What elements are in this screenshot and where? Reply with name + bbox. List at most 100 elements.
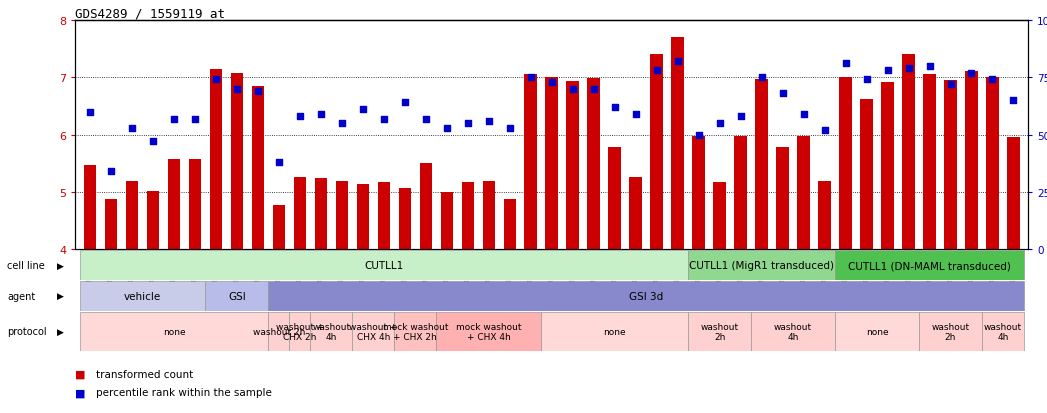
Text: transformed count: transformed count [96, 369, 194, 379]
Text: ▶: ▶ [57, 327, 64, 336]
Bar [965, 72, 978, 250]
Bar [986, 78, 999, 250]
Bar [798, 137, 810, 250]
Bar [168, 159, 180, 250]
Point [460, 121, 476, 127]
Text: protocol: protocol [7, 326, 47, 337]
Bar [105, 199, 117, 250]
Point [879, 68, 896, 74]
Text: none: none [603, 327, 626, 336]
Bar [776, 148, 788, 250]
Text: washout
4h: washout 4h [312, 322, 351, 341]
Bar [395, 312, 437, 351]
Bar [441, 192, 453, 250]
Bar [357, 185, 370, 250]
Point [291, 114, 308, 120]
Point [900, 66, 917, 72]
Point [627, 112, 644, 118]
Bar [982, 312, 1024, 351]
Point [249, 88, 266, 95]
Point [522, 75, 539, 81]
Point [669, 59, 686, 65]
Text: washout
2h: washout 2h [932, 322, 970, 341]
Bar [608, 147, 621, 250]
Point [439, 125, 455, 132]
Bar [751, 312, 836, 351]
Bar [650, 55, 663, 250]
Bar [310, 312, 353, 351]
Bar [399, 189, 411, 250]
Bar [1007, 138, 1020, 250]
Point [796, 112, 812, 118]
Text: CUTLL1 (DN-MAML transduced): CUTLL1 (DN-MAML transduced) [848, 261, 1011, 271]
Text: washout
2h: washout 2h [700, 322, 739, 341]
Bar [462, 182, 474, 250]
Bar [188, 160, 201, 250]
Bar [688, 251, 836, 280]
Bar [483, 182, 495, 250]
Point [921, 63, 938, 70]
Text: CUTLL1: CUTLL1 [364, 261, 403, 271]
Bar [80, 281, 205, 311]
Bar [80, 312, 268, 351]
Point [144, 139, 161, 145]
Point [418, 116, 435, 123]
Text: ▶: ▶ [57, 261, 64, 270]
Bar [840, 78, 852, 250]
Point [732, 114, 749, 120]
Point [270, 159, 287, 166]
Bar [268, 281, 1024, 311]
Bar [629, 178, 642, 250]
Text: GSI 3d: GSI 3d [629, 291, 664, 301]
Point [942, 81, 959, 88]
Point [606, 104, 623, 111]
Text: mock washout
+ CHX 2h: mock washout + CHX 2h [382, 322, 448, 341]
Text: CUTLL1 (MigR1 transduced): CUTLL1 (MigR1 transduced) [689, 261, 834, 271]
Bar [251, 87, 264, 250]
Bar [713, 183, 726, 250]
Point [963, 70, 980, 77]
Text: cell line: cell line [7, 261, 45, 271]
Text: GDS4289 / 1559119_at: GDS4289 / 1559119_at [75, 7, 225, 19]
Text: washout
4h: washout 4h [774, 322, 812, 341]
Text: vehicle: vehicle [124, 291, 161, 301]
Text: percentile rank within the sample: percentile rank within the sample [96, 387, 272, 397]
Point [207, 77, 224, 83]
Text: ■: ■ [75, 387, 86, 397]
Text: washout +
CHX 2h: washout + CHX 2h [275, 322, 325, 341]
Point [82, 109, 98, 116]
Text: none: none [866, 327, 888, 336]
Point [376, 116, 393, 123]
Bar [566, 82, 579, 250]
Text: none: none [162, 327, 185, 336]
Point [355, 107, 372, 113]
Bar [688, 312, 751, 351]
Bar [268, 312, 289, 351]
Bar [315, 178, 328, 250]
Bar [289, 312, 310, 351]
Point [228, 86, 245, 93]
Text: mock washout
+ CHX 4h: mock washout + CHX 4h [456, 322, 521, 341]
Bar [923, 75, 936, 250]
Bar [84, 166, 96, 250]
Bar [819, 181, 831, 250]
Text: agent: agent [7, 291, 36, 301]
Point [774, 91, 790, 97]
Point [984, 77, 1001, 83]
Point [859, 77, 875, 83]
Text: ■: ■ [75, 369, 86, 379]
Bar [755, 80, 767, 250]
Bar [336, 182, 349, 250]
Bar [205, 281, 268, 311]
Point [711, 121, 728, 127]
Bar [671, 38, 684, 250]
Bar [836, 251, 1024, 280]
Bar [836, 312, 919, 351]
Bar [541, 312, 688, 351]
Bar [504, 200, 516, 250]
Bar [209, 69, 222, 250]
Bar [734, 137, 747, 250]
Point [334, 121, 351, 127]
Point [313, 112, 330, 118]
Bar [525, 75, 537, 250]
